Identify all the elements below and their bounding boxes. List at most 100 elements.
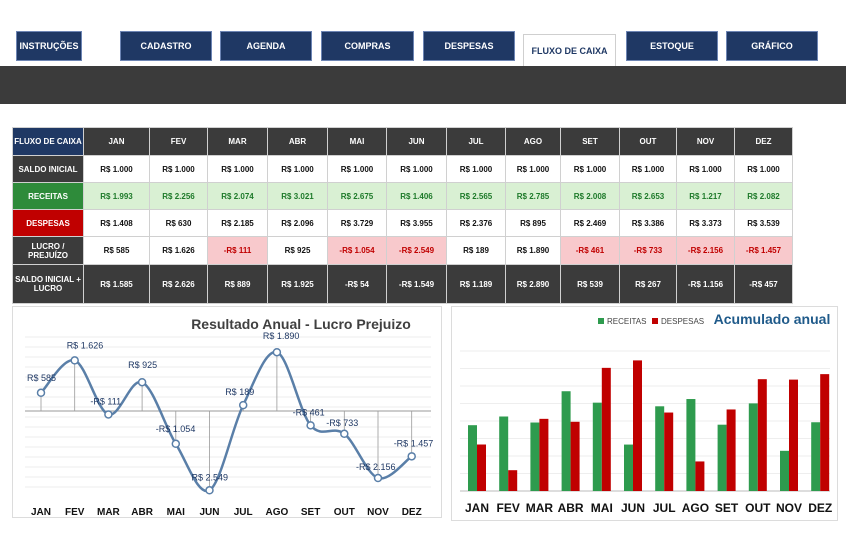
table-cell: R$ 1.890 <box>505 236 561 265</box>
data-label: R$ 1.626 <box>67 340 104 350</box>
table-cell: R$ 895 <box>505 209 561 237</box>
table-cell: R$ 1.406 <box>386 182 447 210</box>
data-label: R$ 925 <box>128 360 157 370</box>
table-cell: -R$ 1.156 <box>676 264 735 304</box>
x-tick-label: DEZ <box>402 507 422 518</box>
table-cell: R$ 1.000 <box>83 155 150 183</box>
tab-6[interactable]: ESTOQUE <box>626 31 718 61</box>
table-cell: R$ 2.469 <box>560 209 620 237</box>
table-cell: R$ 2.256 <box>149 182 208 210</box>
row-label: SALDO INICIAL <box>12 155 84 183</box>
bar-receitas <box>468 425 477 491</box>
tab-3[interactable]: COMPRAS <box>321 31 414 61</box>
x-tick-label: SET <box>301 507 320 518</box>
x-tick-label: MAR <box>526 501 554 515</box>
x-tick-label: OUT <box>334 507 355 518</box>
table-cell: R$ 1.189 <box>446 264 506 304</box>
table-cell: R$ 1.585 <box>83 264 150 304</box>
table-cell: R$ 2.785 <box>505 182 561 210</box>
legend-label-despesas: DESPESAS <box>661 317 704 326</box>
row-label: LUCRO / PREJUÍZO <box>12 236 84 265</box>
table-cell: R$ 267 <box>619 264 677 304</box>
legend-swatch-despesas <box>652 318 658 324</box>
data-label: R$ 2.549 <box>192 472 229 482</box>
tab-1[interactable]: CADASTRO <box>120 31 212 61</box>
x-tick-label: JAN <box>465 501 489 515</box>
table-cell: -R$ 2.549 <box>386 236 447 265</box>
tab-5[interactable]: FLUXO DE CAIXA <box>523 34 616 66</box>
table-cell: -R$ 111 <box>207 236 268 265</box>
bar-despesas <box>633 360 642 491</box>
table-cell: R$ 1.000 <box>734 155 793 183</box>
bar-receitas <box>530 422 540 491</box>
bar-despesas <box>695 461 705 491</box>
month-header: DEZ <box>734 127 793 156</box>
table-cell: R$ 925 <box>267 236 328 265</box>
bar-receitas <box>624 444 633 491</box>
row-label: DESPESAS <box>12 209 84 237</box>
table-cell: R$ 1.408 <box>83 209 150 237</box>
bar-receitas <box>592 402 602 491</box>
bar-despesas <box>539 418 549 491</box>
x-tick-label: FEV <box>497 501 520 515</box>
bar-despesas <box>789 379 798 491</box>
table-cell: R$ 1.000 <box>560 155 620 183</box>
x-tick-label: SET <box>715 501 739 515</box>
bar-receitas <box>717 424 727 491</box>
month-header: JAN <box>83 127 150 156</box>
x-tick-label: JUL <box>653 501 676 515</box>
tab-4[interactable]: DESPESAS <box>423 31 515 61</box>
table-cell: R$ 3.373 <box>676 209 735 237</box>
bar-receitas <box>811 422 821 491</box>
cash-flow-table: FLUXO DE CAIXA JAN FEV MAR ABR MAI JUN JUL AGO SE… <box>12 127 793 304</box>
tab-0[interactable]: INSTRUÇÕES <box>16 31 82 61</box>
table-cell: -R$ 1.457 <box>734 236 793 265</box>
table-cell: -R$ 733 <box>619 236 677 265</box>
table-cell: R$ 3.539 <box>734 209 793 237</box>
table-cell: R$ 3.955 <box>386 209 447 237</box>
row-label-line: LUCRO <box>33 284 63 293</box>
table-cell: R$ 2.376 <box>446 209 506 237</box>
table-cell: R$ 1.626 <box>149 236 208 265</box>
table-cell: R$ 1.000 <box>267 155 328 183</box>
table-cell: R$ 2.096 <box>267 209 328 237</box>
table-cell: R$ 3.386 <box>619 209 677 237</box>
data-point <box>171 439 181 449</box>
table-cell: R$ 2.185 <box>207 209 268 237</box>
table-cell: -R$ 1.054 <box>327 236 387 265</box>
bar-receitas <box>561 391 571 491</box>
table-cell: R$ 1.000 <box>149 155 208 183</box>
x-tick-label: JUL <box>234 507 253 518</box>
data-label: R$ 1.890 <box>263 331 300 341</box>
table-cell: R$ 2.890 <box>505 264 561 304</box>
tab-bar: INSTRUÇÕES CADASTRO AGENDA COMPRAS DESPESAS F… <box>0 0 846 66</box>
tab-7[interactable]: GRÁFICO <box>726 31 818 61</box>
bar-receitas <box>780 450 789 491</box>
table-cell: R$ 1.000 <box>327 155 387 183</box>
table-cell: R$ 1.217 <box>676 182 735 210</box>
data-point <box>272 347 282 357</box>
accumulated-bar-chart-svg: RECEITAS DESPESAS Acumulado anual JAN FEV MAR… <box>460 311 832 515</box>
data-label: -R$ 2.156 <box>356 462 396 472</box>
row-label-line: SALDO INICIAL + <box>15 275 81 284</box>
accumulated-bar-chart: RECEITAS DESPESAS Acumulado anual JAN FEV MAR… <box>451 306 838 521</box>
table-cell: R$ 2.074 <box>207 182 268 210</box>
table-cell: R$ 3.729 <box>327 209 387 237</box>
row-label: SALDO INICIAL + LUCRO <box>12 264 84 304</box>
bar-receitas <box>499 416 509 491</box>
chart-title: Acumulado anual <box>714 311 831 327</box>
data-point <box>137 377 147 387</box>
data-label: R$ 585 <box>27 373 56 383</box>
tab-2[interactable]: AGENDA <box>220 31 312 61</box>
table-cell: R$ 2.626 <box>149 264 208 304</box>
table-cell: R$ 1.000 <box>207 155 268 183</box>
table-cell: -R$ 457 <box>734 264 793 304</box>
table-corner-label: FLUXO DE CAIXA <box>12 127 84 156</box>
data-label: -R$ 1.054 <box>156 424 196 434</box>
table-cell: R$ 585 <box>83 236 150 265</box>
month-header: FEV <box>149 127 208 156</box>
data-point <box>205 486 214 495</box>
x-tick-label: FEV <box>65 507 85 518</box>
bar-despesas <box>601 367 611 491</box>
data-label: -R$ 111 <box>90 396 121 406</box>
